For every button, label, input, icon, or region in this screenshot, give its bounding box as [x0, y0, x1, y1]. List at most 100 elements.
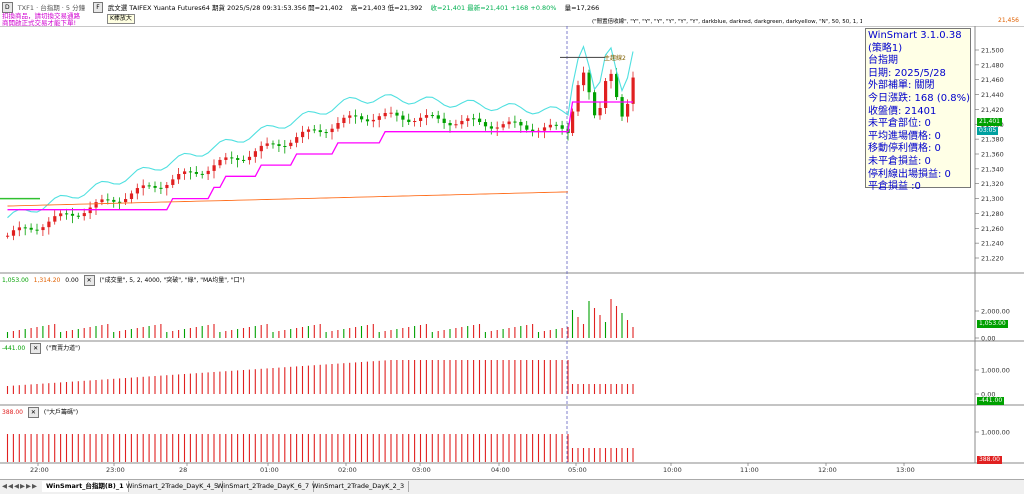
power-pane-title: ("買賣力道")	[46, 345, 81, 352]
candle-body	[401, 115, 405, 120]
volume-pane-header: 1,053.00 1,314.20 0.00 ✕ ("成交量", 5, 2, 4…	[2, 275, 245, 286]
time-tick-label: 22:00	[30, 466, 49, 474]
candle-body	[383, 112, 387, 117]
candle-body	[548, 124, 552, 128]
close-icon[interactable]: ✕	[83, 275, 95, 286]
bigplayer-value: 388.00	[2, 409, 23, 416]
candle-body	[118, 201, 122, 203]
candle-body	[6, 235, 10, 237]
symbol-selector[interactable]: TXF1 · 台指期 · 5 分鐘	[17, 3, 86, 12]
quote-high-low: 高=21,403 低=21,392	[350, 3, 423, 12]
candle-body	[47, 221, 51, 228]
info-line: 移動停利價格: 0	[868, 143, 941, 155]
price-tick-label: 21,340	[981, 165, 1004, 173]
candle-body	[277, 144, 281, 146]
candle-body	[430, 115, 434, 117]
candle-body	[242, 159, 246, 161]
candle-body	[413, 121, 417, 123]
tab-scroll-arrows[interactable]: ◀◀◀▶▶▶	[2, 482, 38, 490]
candle-body	[519, 121, 523, 126]
candle-body	[554, 124, 558, 126]
orange-ma-line	[7, 191, 569, 207]
quote-far-right: 21,456	[998, 17, 1019, 24]
candle-body	[342, 117, 346, 124]
candle-body	[442, 118, 446, 123]
candle-body	[23, 227, 27, 229]
tab-daryk-2-3[interactable]: WinSmart_2Trade_DayK_2_3	[308, 481, 410, 492]
candle-body	[360, 116, 364, 120]
candle-body	[419, 117, 423, 122]
volume-value-2: 1,314.20	[33, 277, 61, 284]
candle-body	[407, 119, 411, 123]
axes-group: 21,50021,48021,46021,44021,42021,40021,3…	[30, 47, 1010, 475]
candle-body	[531, 129, 535, 132]
candle-body	[212, 165, 216, 171]
candle-body	[495, 127, 499, 129]
candle-body	[253, 151, 257, 157]
tab-daryk-4-5[interactable]: WinSmart_2Trade_DayK_4_5	[122, 481, 224, 492]
top-toolbar: D TXF1 · 台指期 · 5 分鐘 F 武文選 TAIFEX Yuanta …	[0, 0, 1024, 27]
candle-body	[598, 108, 602, 116]
tab-daryk-6-7[interactable]: WinSmart_2Trade_DayK_6_7	[213, 481, 315, 492]
tab-winsmart-1[interactable]: WinSmart_台指期(B)_1	[42, 481, 129, 492]
price-tick-label: 21,320	[981, 180, 1004, 188]
candle-body	[171, 179, 175, 185]
candle-body	[112, 199, 116, 202]
candle-body	[395, 112, 399, 116]
format-button[interactable]: F	[93, 2, 103, 13]
candle-body	[236, 158, 240, 160]
candle-body	[41, 227, 45, 231]
candle-body	[454, 124, 458, 126]
chart-type-button[interactable]: D	[2, 2, 13, 13]
candle-body	[389, 112, 393, 114]
trend-annotation: 主趨線2	[604, 55, 626, 62]
candle-body	[65, 213, 69, 215]
candle-body	[100, 199, 104, 203]
candle-body	[76, 215, 80, 217]
candle-body	[354, 115, 358, 117]
candle-body	[336, 123, 340, 129]
time-badge: 03:05	[977, 127, 999, 135]
quote-row: D TXF1 · 台指期 · 5 分鐘 F 武文選 TAIFEX Yuanta …	[2, 2, 605, 13]
price-tick-label: 21,480	[981, 61, 1004, 69]
candle-body	[265, 143, 269, 146]
warning-line-2: 商開啟正式交易才能下單!	[2, 19, 77, 27]
candle-body	[615, 73, 619, 98]
close-icon[interactable]: ✕	[27, 407, 39, 418]
candle-body	[377, 116, 381, 120]
candle-body	[153, 185, 157, 188]
price-tick-label: 21,420	[981, 106, 1004, 114]
candle-body	[604, 81, 608, 109]
candle-body	[571, 111, 575, 134]
price-tick-label: 21,260	[981, 225, 1004, 233]
candle-body	[194, 172, 198, 174]
sheet-tabs: ◀◀◀▶▶▶ WinSmart_台指期(B)_1 WinSmart_2Trade…	[0, 479, 1024, 494]
close-icon[interactable]: ✕	[30, 343, 42, 354]
quote-volume: 量=17,266	[564, 3, 600, 12]
price-tick-label: 21,280	[981, 210, 1004, 218]
candle-body	[582, 72, 586, 86]
time-tick-label: 01:00	[260, 466, 279, 474]
pane-tick-label: 1,000.00	[981, 367, 1010, 375]
candle-body	[609, 73, 613, 82]
info-line: 台指期	[868, 55, 898, 67]
pane-tick-label: 0.00	[981, 335, 995, 343]
time-tick-label: 11:00	[740, 466, 759, 474]
bigplayer-badge: 388.00	[977, 456, 1002, 464]
candle-body	[312, 129, 316, 131]
bigplayer-pane-title: ("大戶籌碼")	[43, 409, 79, 416]
candle-body	[183, 171, 187, 174]
info-line: 停利線出場損益: 0	[868, 168, 951, 180]
price-tick-label: 21,380	[981, 136, 1004, 144]
time-tick-label: 04:00	[491, 466, 510, 474]
candle-body	[59, 213, 63, 217]
pane-tick-label: 2,000.00	[981, 308, 1010, 316]
candle-body	[525, 125, 529, 130]
price-tick-label: 21,220	[981, 255, 1004, 263]
info-line: 收盤價: 21401	[868, 105, 937, 117]
bigplayer-pane-header: 388.00 ✕ ("大戶籌碼")	[2, 407, 78, 418]
candle-body	[472, 118, 476, 120]
info-line: 平倉損益 :0	[868, 181, 921, 193]
candle-body	[587, 72, 591, 93]
